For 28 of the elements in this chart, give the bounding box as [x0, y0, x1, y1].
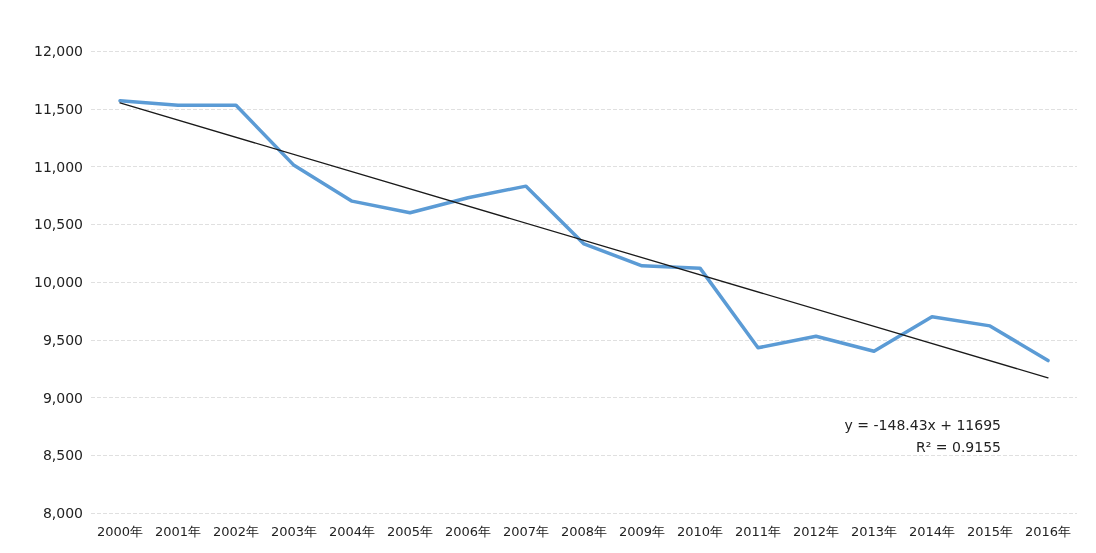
x-tick-label: 2004年: [328, 524, 376, 539]
y-tick-label: 8,500: [42, 447, 83, 464]
x-tick-label: 2015年: [966, 524, 1014, 539]
y-tick-label: 12,000: [34, 43, 83, 59]
y-tick-label: 11,500: [34, 100, 83, 117]
x-tick-label: 2013年: [850, 524, 898, 539]
x-tick-label: 2003年: [270, 524, 318, 539]
x-tick-label: 2002年: [212, 524, 260, 539]
y-tick-label: 10,000: [34, 274, 83, 290]
x-tick-label: 2014年: [908, 524, 956, 539]
y-tick-label: 9,500: [42, 331, 83, 348]
x-tick-label: 2009年: [618, 524, 666, 539]
x-tick-label: 2005年: [386, 524, 434, 539]
y-tick-label: 8,000: [42, 505, 83, 521]
x-tick-label: 2011年: [734, 524, 782, 539]
annotation: R² = 0.9155: [916, 439, 1001, 455]
y-tick-label: 11,000: [34, 158, 83, 175]
x-tick-label: 2010年: [676, 524, 724, 539]
x-tick-label: 2012年: [792, 524, 840, 539]
x-tick-label: 2001年: [154, 524, 202, 539]
x-tick-label: 2016年: [1024, 524, 1072, 539]
x-tick-label: 2000年: [96, 524, 144, 539]
x-tick-label: 2007年: [502, 524, 550, 539]
y-tick-label: 10,500: [34, 216, 83, 233]
x-tick-label: 2008年: [560, 524, 608, 539]
annotation: y = -148.43x + 11695: [844, 417, 1001, 433]
x-tick-label: 2006年: [444, 524, 492, 539]
y-tick-label: 9,000: [42, 389, 83, 406]
